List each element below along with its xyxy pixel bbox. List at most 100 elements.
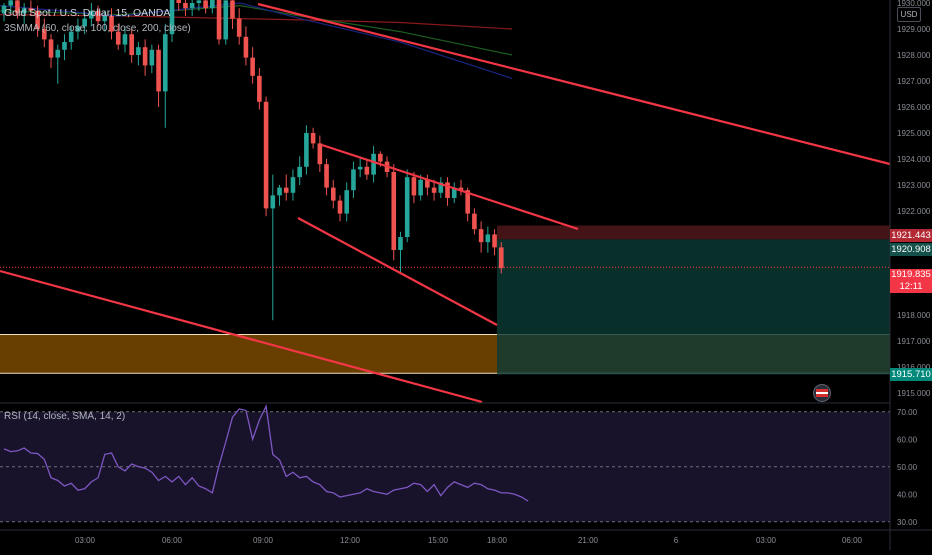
rsi-tick-label: 40.00 — [897, 490, 918, 499]
candle-body — [189, 3, 195, 9]
us-flag-event-icon[interactable] — [813, 384, 831, 402]
candle-body — [451, 187, 457, 198]
candle-body — [196, 0, 202, 3]
candle-body — [472, 213, 477, 230]
rsi-tick-label: 30.00 — [897, 518, 918, 527]
candle-body — [485, 234, 491, 243]
candle-body — [230, 0, 235, 19]
candle-body — [136, 47, 141, 55]
time-tick-label: 03:00 — [75, 536, 96, 545]
candle-body — [250, 57, 255, 76]
candle-body — [243, 36, 249, 58]
entry-price-tag: 1920.908 — [890, 243, 932, 256]
rsi-legend: RSI (14, close, SMA, 14, 2) — [4, 411, 126, 422]
candle-body — [411, 177, 417, 196]
candle-body — [425, 179, 430, 188]
candle-body — [142, 47, 148, 66]
price-tick-label: 1928.000 — [897, 51, 931, 60]
candle-body — [317, 143, 323, 165]
price-tick-label: 1915.000 — [897, 389, 931, 398]
lower-channel-bottom-line — [0, 269, 483, 404]
candle-body — [62, 42, 67, 50]
price-tick-label: 1918.000 — [897, 311, 931, 320]
rsi-tick-label: 70.00 — [897, 408, 918, 417]
candle-body — [169, 0, 175, 35]
candle-body — [438, 182, 444, 193]
candle-body — [283, 187, 289, 193]
time-tick-label: 15:00 — [428, 536, 449, 545]
candle-body — [1, 5, 7, 14]
candle-body — [203, 0, 208, 9]
candle-body — [115, 31, 121, 45]
price-tick-label: 1922.000 — [897, 207, 931, 216]
upper-channel-top-line — [257, 2, 891, 166]
current-price-tag: 1919.835 — [890, 269, 932, 281]
rsi-tick-label: 50.00 — [897, 463, 918, 472]
candle-body — [210, 0, 215, 9]
wedge-bottom-line — [297, 217, 498, 326]
time-tick-label: 21:00 — [578, 536, 599, 545]
stop-loss-area — [497, 225, 890, 240]
candle-body — [109, 16, 114, 32]
price-tick-label: 1926.000 — [897, 103, 931, 112]
target-price-tag: 1915.710 — [890, 368, 932, 381]
candle-body — [337, 200, 343, 214]
candle-body — [183, 3, 188, 9]
candle-body — [304, 133, 309, 167]
candle-body — [15, 0, 20, 14]
candle-body — [371, 153, 376, 175]
candle-body — [216, 0, 222, 40]
candle-body — [344, 190, 350, 214]
price-tick-label: 1916.000 — [897, 363, 931, 372]
candle-body — [378, 153, 383, 162]
candle-body — [122, 34, 128, 45]
bar-countdown-tag: 12:11 — [890, 281, 932, 293]
candle-body — [324, 164, 329, 188]
candle-body — [277, 187, 282, 196]
price-tick-label: 1927.000 — [897, 77, 931, 86]
candle-body — [223, 0, 229, 40]
rsi-tick-label: 60.00 — [897, 435, 918, 444]
candle-body — [357, 166, 363, 170]
candle-body — [102, 16, 108, 22]
candle-body — [404, 177, 410, 237]
candle-body — [35, 10, 40, 30]
candle-body — [458, 187, 464, 191]
candle-body — [431, 187, 437, 193]
candle-body — [156, 49, 161, 92]
time-tick-label: 06:00 — [162, 536, 183, 545]
candle-body — [270, 195, 276, 209]
candle-body — [351, 169, 356, 191]
price-tick-label: 1929.000 — [897, 25, 931, 34]
candle-body — [492, 234, 497, 248]
candle-body — [48, 39, 54, 58]
price-tick-label: 1930.000 — [897, 0, 931, 8]
candle-body — [95, 10, 101, 22]
candle-body — [42, 29, 47, 40]
candle-body — [465, 190, 470, 214]
candle-body — [28, 8, 34, 11]
currency-badge[interactable]: USD — [897, 7, 921, 22]
wedge-top-line — [321, 143, 579, 231]
candle-body — [330, 187, 336, 201]
candle-body — [89, 10, 94, 19]
candle-body — [236, 18, 242, 37]
price-tick-label: 1925.000 — [897, 129, 931, 138]
candle-body — [55, 49, 61, 58]
time-tick-label: 09:00 — [253, 536, 274, 545]
candle-body — [75, 26, 81, 32]
indicator-legend: 3SMMA (60, close, 100, close, 200, close… — [4, 23, 191, 34]
candle-body — [398, 237, 403, 250]
time-tick-label: 6 — [674, 536, 679, 545]
candle-body — [498, 247, 504, 269]
candle-body — [162, 34, 168, 92]
stop-price-tag: 1921.443 — [890, 229, 932, 242]
candle-body — [478, 229, 484, 243]
symbol-legend: Gold Spot / U.S. Dollar, 15, OANDA — [4, 7, 171, 19]
candle-body — [290, 177, 296, 193]
candle-body — [149, 49, 155, 66]
rsi-line — [3, 404, 529, 502]
time-tick-label: 06:00 — [842, 536, 863, 545]
